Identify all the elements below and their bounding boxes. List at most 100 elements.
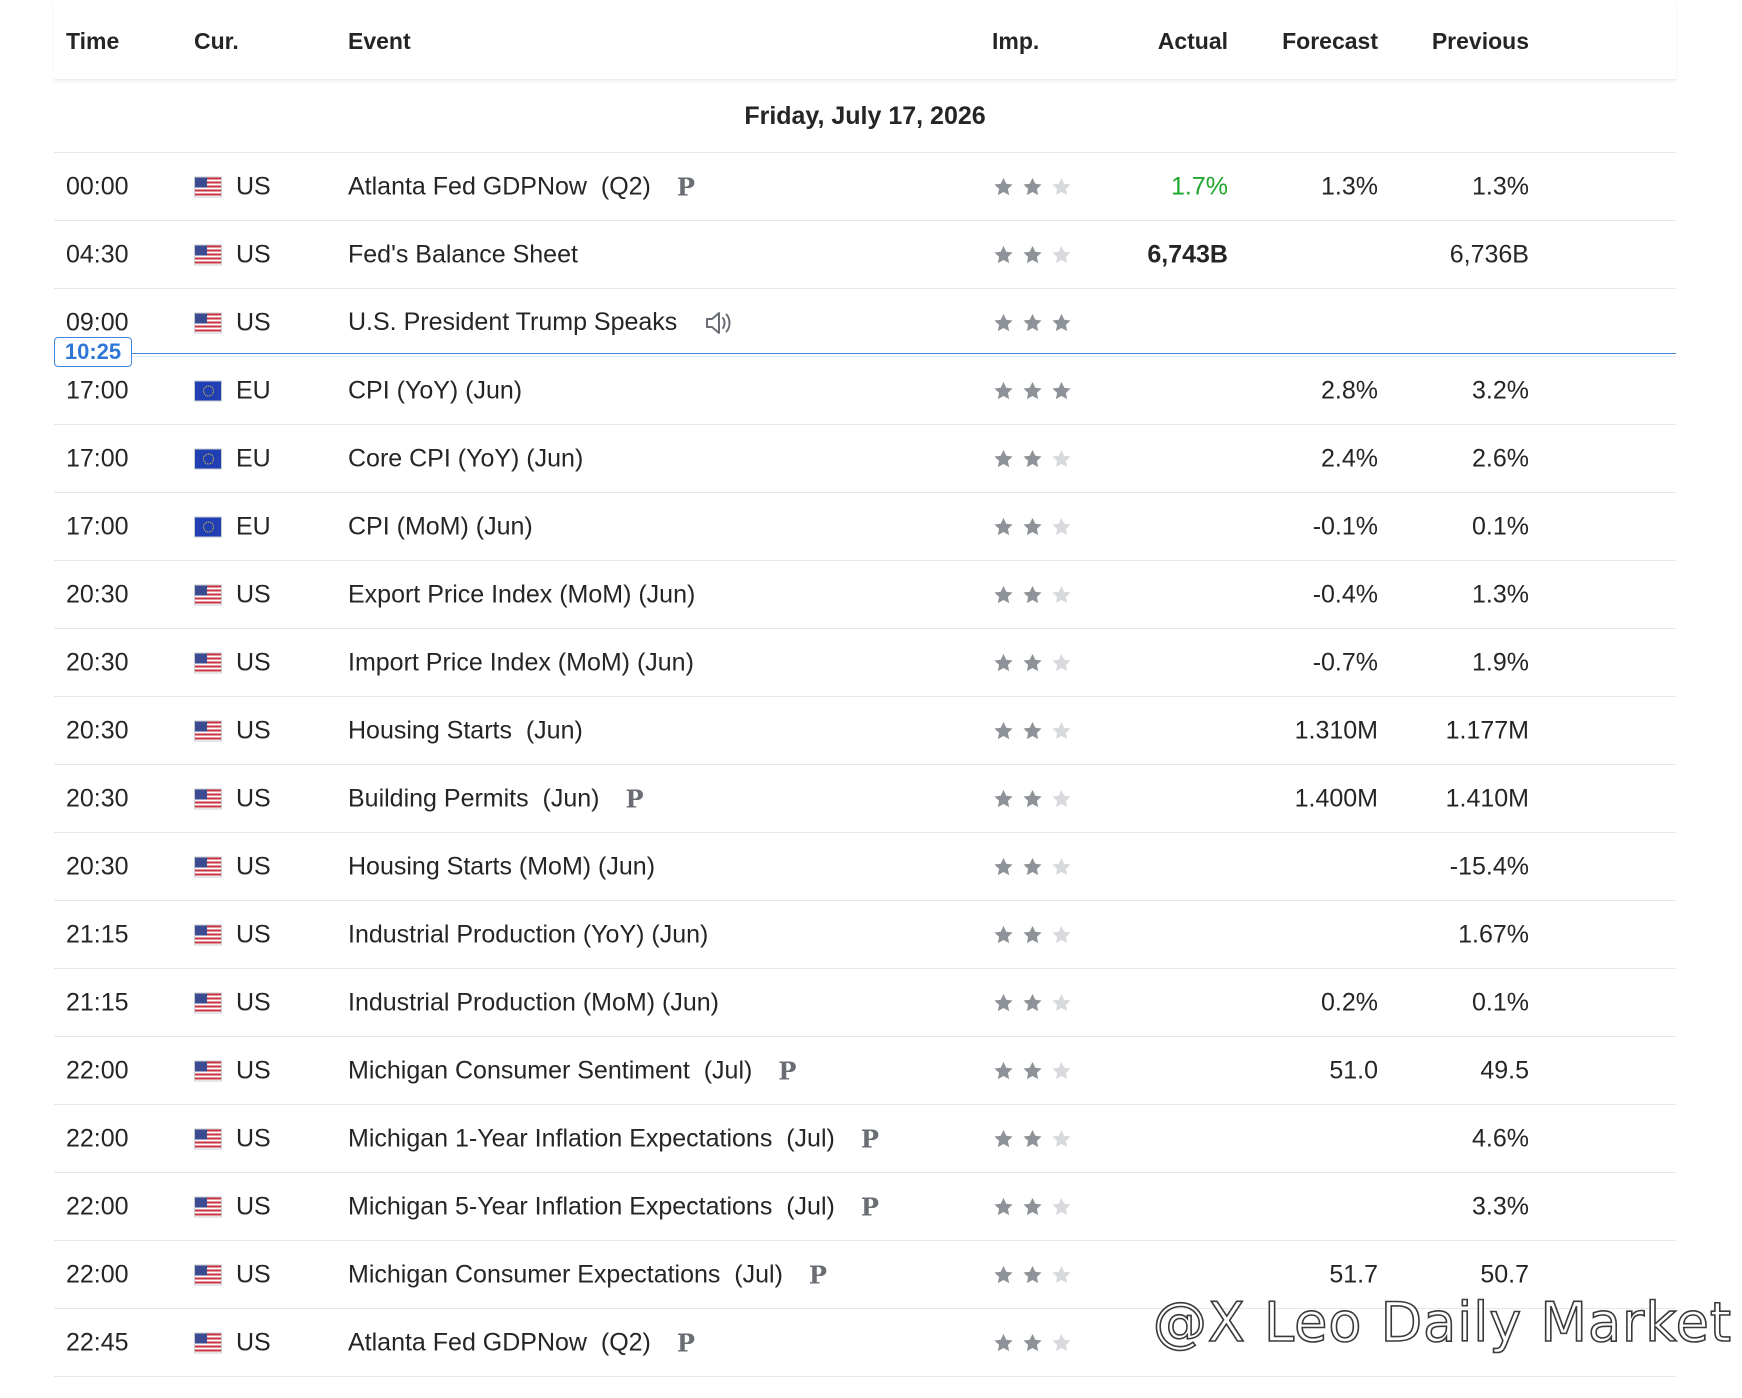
header-previous[interactable]: Previous	[1431, 28, 1529, 54]
table-row[interactable]: 22:00 US Michigan Consumer Expectations (J…	[54, 1241, 1676, 1309]
event-name-link[interactable]: Import Price Index (MoM) (Jun)	[348, 648, 694, 676]
star-filled-icon	[1023, 177, 1042, 195]
event-name-link[interactable]: Industrial Production (YoY) (Jun)	[348, 920, 709, 948]
star-filled-icon	[1023, 517, 1042, 535]
event-cell: Atlanta Fed GDPNow (Q2) P	[348, 1328, 695, 1357]
header-forecast[interactable]: Forecast	[1282, 28, 1378, 54]
event-forecast: 1.3%	[1321, 172, 1378, 200]
table-row[interactable]: 17:00 EU Core CPI (YoY) (Jun) 2.4% 2.6%	[54, 425, 1676, 493]
star-filled-icon	[1023, 1333, 1042, 1351]
table-row[interactable]: 22:00 US Michigan 1-Year Inflation Expecta…	[54, 1105, 1676, 1173]
star-filled-icon	[994, 1333, 1013, 1351]
table-row[interactable]: 20:30 US Housing Starts (Jun) 1.310M 1.177M	[54, 697, 1676, 765]
star-filled-icon	[994, 857, 1013, 875]
table-row[interactable]: 04:30 US Fed's Balance Sheet 6,743B 6,736B	[54, 221, 1676, 289]
table-row[interactable]: 17:00 EU CPI (YoY) (Jun) 2.8% 3.2%	[54, 357, 1676, 425]
table-row[interactable]: 17:00 EU CPI (MoM) (Jun) -0.1% 0.1%	[54, 493, 1676, 561]
table-row[interactable]: 21:15 US Industrial Production (YoY) (Jun)…	[54, 901, 1676, 969]
event-name-link[interactable]: U.S. President Trump Speaks	[348, 308, 678, 336]
star-filled-icon	[994, 789, 1013, 807]
event-currency: US	[194, 648, 271, 677]
table-row[interactable]: 22:00 US Michigan 5-Year Inflation Expecta…	[54, 1173, 1676, 1241]
event-name-link[interactable]: Building Permits (Jun)	[348, 784, 600, 812]
event-name-link[interactable]: Industrial Production (MoM) (Jun)	[348, 988, 719, 1016]
importance-stars	[992, 1331, 1073, 1354]
event-previous: -15.4%	[1449, 852, 1529, 880]
header-importance[interactable]: Imp.	[992, 28, 1040, 54]
event-name-link[interactable]: Housing Starts (MoM) (Jun)	[348, 852, 656, 880]
event-forecast: 1.400M	[1294, 784, 1378, 812]
star-filled-icon	[1023, 1197, 1042, 1215]
us-flag-icon	[194, 1264, 222, 1285]
star-empty-icon	[1052, 789, 1071, 807]
importance-stars	[992, 991, 1073, 1014]
star-filled-icon	[994, 721, 1013, 739]
star-filled-icon	[1052, 381, 1071, 399]
importance-stars	[992, 243, 1073, 266]
event-previous: 3.3%	[1472, 1192, 1529, 1220]
event-currency: US	[194, 852, 271, 881]
us-flag-icon	[194, 1332, 222, 1353]
event-currency: US	[194, 920, 271, 949]
event-cell: Industrial Production (MoM) (Jun)	[348, 988, 719, 1017]
table-row[interactable]: 20:30 US Housing Starts (MoM) (Jun) -15.4%	[54, 833, 1676, 901]
currency-code: US	[236, 920, 271, 948]
event-name-link[interactable]: Atlanta Fed GDPNow (Q2)	[348, 172, 651, 200]
event-cell: Import Price Index (MoM) (Jun)	[348, 648, 694, 677]
importance-stars	[992, 651, 1073, 674]
table-row[interactable]: 20:30 US Import Price Index (MoM) (Jun) -0.…	[54, 629, 1676, 697]
currency-code: EU	[236, 376, 271, 404]
event-name-link[interactable]: Core CPI (YoY) (Jun)	[348, 444, 584, 472]
eu-flag-icon	[194, 516, 222, 537]
importance-stars	[992, 1263, 1073, 1286]
event-name-link[interactable]: Export Price Index (MoM) (Jun)	[348, 580, 696, 608]
event-name-link[interactable]: Fed's Balance Sheet	[348, 240, 578, 268]
event-time: 17:00	[66, 512, 129, 540]
table-row[interactable]: 22:45 US Atlanta Fed GDPNow (Q2) P	[54, 1309, 1676, 1377]
event-name-link[interactable]: Michigan 1-Year Inflation Expectations (…	[348, 1124, 835, 1152]
event-name-link[interactable]: Atlanta Fed GDPNow (Q2)	[348, 1328, 651, 1356]
header-actual[interactable]: Actual	[1157, 28, 1228, 54]
importance-stars	[992, 583, 1073, 606]
event-name-link[interactable]: CPI (MoM) (Jun)	[348, 512, 533, 540]
event-name-link[interactable]: Michigan Consumer Sentiment (Jul)	[348, 1056, 753, 1084]
event-name-link[interactable]: Housing Starts (Jun)	[348, 716, 583, 744]
event-forecast: 2.4%	[1321, 444, 1378, 472]
event-name-link[interactable]: Michigan Consumer Expectations (Jul)	[348, 1260, 783, 1288]
table-row[interactable]: 00:00 US Atlanta Fed GDPNow (Q2) P 1.7% 1.3% 1…	[54, 153, 1676, 221]
star-empty-icon	[1052, 1197, 1071, 1215]
table-row[interactable]: 21:15 US Industrial Production (MoM) (Jun)…	[54, 969, 1676, 1037]
currency-code: US	[236, 172, 271, 200]
header-time[interactable]: Time	[66, 28, 120, 54]
star-empty-icon	[1052, 653, 1071, 671]
event-forecast: -0.4%	[1312, 580, 1378, 608]
star-filled-icon	[1023, 313, 1042, 331]
event-currency: US	[194, 988, 271, 1017]
event-forecast: 51.7	[1329, 1260, 1378, 1288]
event-previous: 6,736B	[1449, 240, 1529, 268]
star-filled-icon	[1052, 313, 1071, 331]
event-name-link[interactable]: Michigan 5-Year Inflation Expectations (…	[348, 1192, 835, 1220]
event-previous: 1.67%	[1458, 920, 1529, 948]
star-filled-icon	[994, 1197, 1013, 1215]
star-filled-icon	[994, 177, 1013, 195]
star-filled-icon	[1023, 449, 1042, 467]
table-row[interactable]: 09:00 US U.S. President Trump Speaks	[54, 289, 1676, 357]
star-filled-icon	[994, 313, 1013, 331]
star-empty-icon	[1052, 857, 1071, 875]
star-empty-icon	[1052, 721, 1071, 739]
star-empty-icon	[1052, 245, 1071, 263]
us-flag-icon	[194, 312, 222, 333]
table-row[interactable]: 20:30 US Export Price Index (MoM) (Jun) -0.…	[54, 561, 1676, 629]
event-name-link[interactable]: CPI (YoY) (Jun)	[348, 376, 523, 404]
table-row[interactable]: 20:30 US Building Permits (Jun) P 1.400M 1.41…	[54, 765, 1676, 833]
currency-code: US	[236, 648, 271, 676]
star-filled-icon	[994, 1265, 1013, 1283]
header-event[interactable]: Event	[348, 28, 411, 54]
event-currency: US	[194, 580, 271, 609]
event-previous: 1.9%	[1472, 648, 1529, 676]
header-currency[interactable]: Cur.	[194, 28, 239, 54]
star-filled-icon	[994, 1061, 1013, 1079]
importance-stars	[992, 311, 1073, 334]
table-row[interactable]: 22:00 US Michigan Consumer Sentiment (Jul)…	[54, 1037, 1676, 1105]
